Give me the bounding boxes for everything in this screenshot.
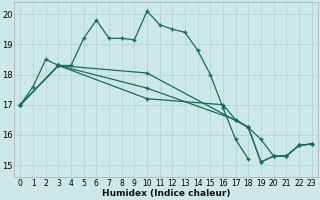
X-axis label: Humidex (Indice chaleur): Humidex (Indice chaleur) xyxy=(102,189,230,198)
